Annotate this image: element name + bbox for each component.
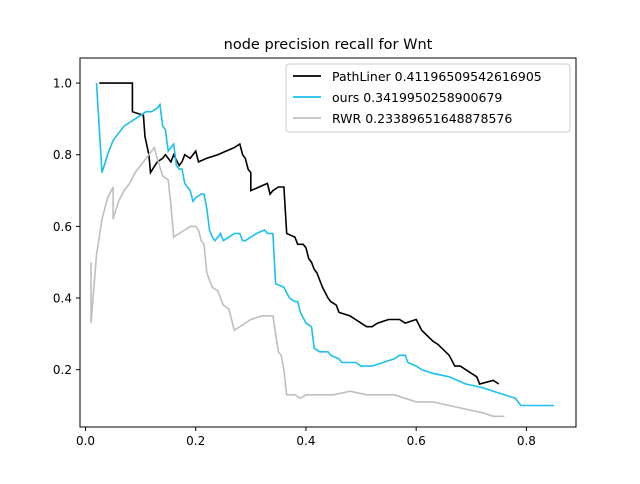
x-tick-label: 0.2: [186, 434, 205, 448]
ticks-layer: 0.0 0.2 0.4 0.6 0.8 0.2 0.4 0.6 0.8 1.0: [53, 77, 536, 448]
series-line-0: [99, 82, 500, 385]
legend-box: [285, 63, 571, 133]
series-line-2: [90, 145, 505, 418]
series-line-1: [95, 83, 554, 407]
y-tick-label: 0.6: [53, 220, 72, 234]
x-tick-label: 0.4: [296, 434, 315, 448]
legend: PathLiner 0.41196509542616905 ours 0.3419…: [285, 63, 571, 133]
legend-label: ours 0.3419950258900679: [332, 90, 502, 105]
chart-title: node precision recall for Wnt: [224, 37, 433, 53]
x-tick-label: 0.8: [517, 434, 536, 448]
legend-label: RWR 0.23389651648878576: [332, 111, 512, 126]
y-tick-label: 1.0: [53, 77, 72, 91]
x-tick-label: 0.6: [407, 434, 426, 448]
legend-label: PathLiner 0.41196509542616905: [332, 69, 542, 84]
y-tick-label: 0.2: [53, 363, 72, 377]
x-tick-label: 0.0: [76, 434, 95, 448]
plot-frame: [79, 57, 577, 428]
series-layer: [90, 82, 554, 418]
y-tick-label: 0.8: [53, 148, 72, 162]
y-tick-label: 0.4: [53, 292, 72, 306]
